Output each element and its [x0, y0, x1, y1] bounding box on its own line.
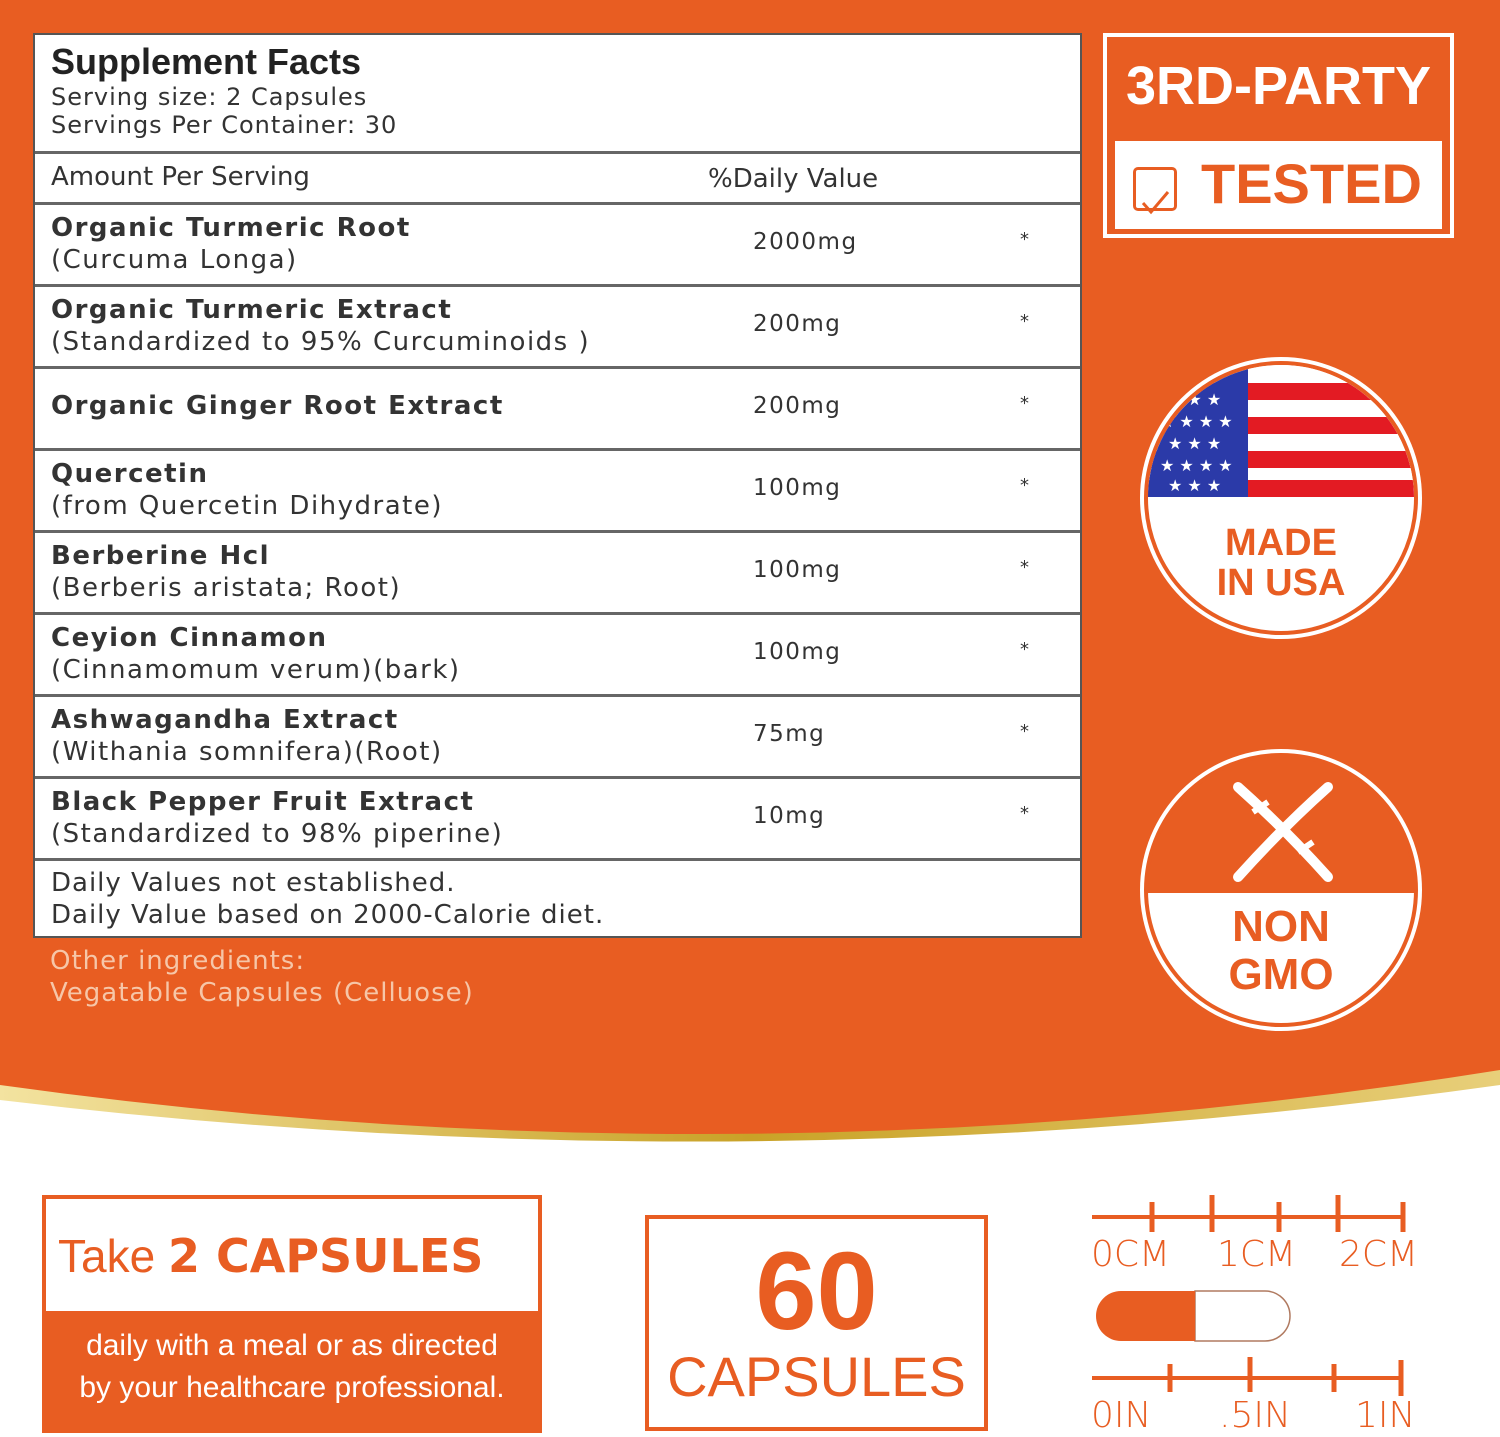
- ingredient-row: Black Pepper Fruit Extract (Standardized …: [35, 779, 1080, 861]
- svg-text:★ ★ ★ ★: ★ ★ ★ ★: [1160, 412, 1233, 431]
- ingredient-name: Organic Ginger Root Extract: [51, 391, 504, 421]
- dosage-instruction: daily with a meal or as directed: [86, 1329, 498, 1362]
- third-party-tested-badge: 3RD-PARTY TESTED: [1103, 33, 1454, 238]
- ruler-label-in: 1IN: [1355, 1395, 1416, 1436]
- svg-text:★ ★ ★: ★ ★ ★: [1168, 434, 1221, 453]
- ingredient-name: Organic Turmeric Extract: [51, 295, 453, 325]
- ingredient-amount: 75mg: [753, 721, 826, 747]
- ingredient-name: Organic Turmeric Root: [51, 213, 411, 243]
- ingredient-name: Berberine Hcl: [51, 541, 271, 571]
- ruler-label-cm: 0CM: [1091, 1234, 1171, 1275]
- daily-value: *: [1020, 393, 1031, 414]
- ingredient-row: Berberine Hcl (Berberis aristata; Root) 10…: [35, 533, 1080, 615]
- ingredient-amount: 10mg: [753, 803, 826, 829]
- dosage-box: Take 2 CAPSULES daily with a meal or as …: [42, 1195, 542, 1433]
- capsule-count-label: CAPSULES: [667, 1345, 966, 1408]
- footnote: Daily Values not established.: [51, 868, 456, 898]
- ingredient-amount: 2000mg: [753, 229, 858, 255]
- gmo-line1: NON: [1232, 902, 1330, 951]
- ingredient-amount: 100mg: [753, 475, 842, 501]
- ingredient-row: Organic Turmeric Extract (Standardized to…: [35, 287, 1080, 369]
- ingredient-source: (Standardized to 95% Curcuminoids ): [51, 327, 591, 357]
- ingredient-source: (Withania somnifera)(Root): [51, 737, 443, 767]
- dna-icon: [1233, 782, 1333, 882]
- capsule-icon: [1096, 1290, 1291, 1342]
- ingredient-source: (Curcuma Longa): [51, 245, 298, 275]
- ruler-label-cm: 1CM: [1217, 1234, 1297, 1275]
- ingredient-amount: 200mg: [753, 311, 842, 337]
- svg-text:★ ★ ★: ★ ★ ★: [1168, 476, 1221, 495]
- ingredient-name: Ceyion Cinnamon: [51, 623, 328, 653]
- daily-value: *: [1020, 229, 1031, 250]
- ingredient-row: Ceyion Cinnamon (Cinnamomum verum)(bark) 1…: [35, 615, 1080, 697]
- dosage-prefix: Take: [58, 1230, 168, 1282]
- footnote: Daily Value based on 2000-Calorie diet.: [51, 900, 605, 930]
- daily-value: *: [1020, 475, 1031, 496]
- other-ingredients: Other ingredients: Vegatable Capsules (C…: [50, 945, 474, 1009]
- dv-header: %Daily Value: [708, 164, 879, 194]
- ruler-label-cm: 2CM: [1339, 1234, 1419, 1275]
- ingredient-name: Ashwagandha Extract: [51, 705, 399, 735]
- ingredient-name: Quercetin: [51, 459, 209, 489]
- usa-line1: MADE: [1225, 522, 1337, 564]
- daily-value: *: [1020, 803, 1031, 824]
- ingredient-name: Black Pepper Fruit Extract: [51, 787, 475, 817]
- supplement-facts-panel: Supplement Facts Serving size: 2 Capsule…: [33, 33, 1082, 938]
- tested-bottom-text: TESTED: [1201, 152, 1422, 215]
- other-ingredients-value: Vegatable Capsules (Celluose): [50, 978, 474, 1008]
- checkbox-check-icon: [1133, 167, 1177, 215]
- servings-per-container: Servings Per Container: 30: [51, 111, 398, 139]
- daily-value: *: [1020, 557, 1031, 578]
- ingredient-row: Organic Ginger Root Extract 200mg *: [35, 369, 1080, 451]
- gmo-line2: GMO: [1228, 950, 1334, 999]
- gold-wave-divider: [0, 1070, 1500, 1180]
- usa-line2: IN USA: [1216, 562, 1346, 604]
- ruler-label-in: 0IN: [1091, 1395, 1152, 1436]
- non-gmo-badge: NON GMO: [1144, 753, 1418, 1027]
- dosage-instruction: by your healthcare professional.: [79, 1371, 505, 1404]
- ingredient-amount: 200mg: [753, 393, 842, 419]
- daily-value: *: [1020, 639, 1031, 660]
- daily-value: *: [1020, 311, 1031, 332]
- daily-value: *: [1020, 721, 1031, 742]
- capsule-size-ruler: 0CM 1CM 2CM 0IN .5IN 1IN: [1085, 1190, 1419, 1437]
- ingredient-row: Organic Turmeric Root (Curcuma Longa) 2000…: [35, 205, 1080, 287]
- ingredient-amount: 100mg: [753, 639, 842, 665]
- ruler-label-in: .5IN: [1219, 1395, 1291, 1436]
- ingredient-source: (from Quercetin Dihydrate): [51, 491, 443, 521]
- ingredient-source: (Standardized to 98% piperine): [51, 819, 504, 849]
- capsule-count-box: 60 CAPSULES: [645, 1215, 988, 1431]
- us-flag-icon: ★ ★ ★★ ★ ★ ★★ ★ ★★ ★ ★ ★★ ★ ★: [1148, 365, 1414, 500]
- svg-text:★ ★ ★: ★ ★ ★: [1168, 390, 1221, 409]
- other-ingredients-label: Other ingredients:: [50, 946, 306, 976]
- ingredient-row: Ashwagandha Extract (Withania somnifera)(…: [35, 697, 1080, 779]
- facts-title: Supplement Facts: [51, 41, 362, 82]
- capsule-count: 60: [755, 1230, 878, 1353]
- tested-top-text: 3RD-PARTY: [1125, 56, 1431, 116]
- ingredient-amount: 100mg: [753, 557, 842, 583]
- dosage-amount: 2 CAPSULES: [167, 1229, 484, 1283]
- ingredient-source: (Berberis aristata; Root): [51, 573, 402, 603]
- amount-header: Amount Per Serving: [51, 162, 310, 192]
- serving-size: Serving size: 2 Capsules: [51, 83, 368, 111]
- ingredient-row: Quercetin (from Quercetin Dihydrate) 100mg…: [35, 451, 1080, 533]
- svg-text:★ ★ ★ ★: ★ ★ ★ ★: [1160, 456, 1233, 475]
- ingredient-source: (Cinnamomum verum)(bark): [51, 655, 461, 685]
- made-in-usa-badge: ★ ★ ★ ★ ★ ★ ★ ★ ★ ★ ★ ★ ★ ★ ★ ★ ★ MADE IN USA: [1144, 361, 1418, 635]
